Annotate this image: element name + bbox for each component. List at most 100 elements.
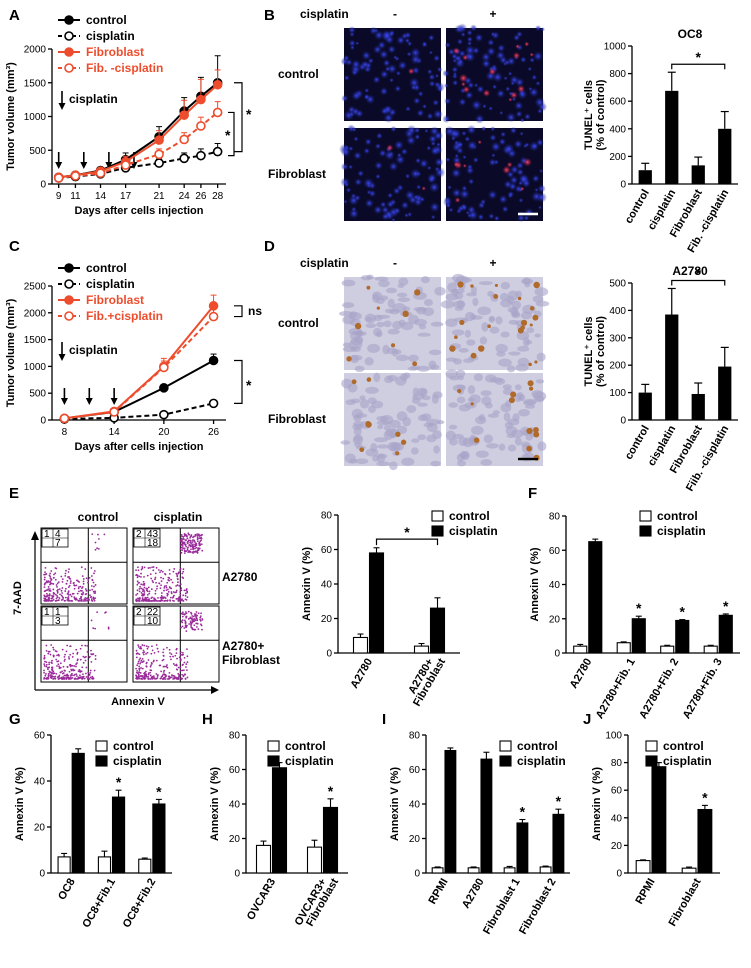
event xyxy=(146,599,149,602)
tunel-signal xyxy=(376,306,380,310)
event xyxy=(151,662,153,665)
event xyxy=(136,669,139,672)
panel-letter-i: I xyxy=(382,711,386,728)
bar-control xyxy=(467,867,480,874)
event xyxy=(184,594,187,597)
event xyxy=(197,612,200,615)
nucleus xyxy=(457,460,467,467)
category-label: A2780+Fib. 2 xyxy=(637,657,681,722)
event xyxy=(195,544,197,546)
event xyxy=(105,611,107,614)
event xyxy=(80,600,83,602)
nucleus xyxy=(389,77,394,83)
nucleus xyxy=(454,306,464,311)
tunel-signal xyxy=(494,283,499,288)
event xyxy=(136,583,139,586)
event xyxy=(67,674,70,677)
nucleus xyxy=(417,414,428,422)
nucleus xyxy=(444,97,452,105)
tunel-signal xyxy=(402,310,409,318)
event xyxy=(92,581,95,584)
nucleus xyxy=(381,212,390,221)
nucleus xyxy=(452,71,458,77)
tunel-signal xyxy=(470,352,477,359)
nucleus xyxy=(387,45,396,54)
event xyxy=(143,584,146,586)
event xyxy=(143,566,146,569)
nucleus xyxy=(490,141,502,152)
event xyxy=(168,648,171,651)
event xyxy=(103,533,106,536)
nucleus xyxy=(464,329,472,338)
event xyxy=(190,623,193,626)
event xyxy=(197,533,200,536)
event xyxy=(75,675,78,677)
event xyxy=(146,647,149,650)
event xyxy=(137,662,139,665)
event xyxy=(75,648,78,651)
event xyxy=(67,586,70,589)
nucleus xyxy=(373,437,388,443)
y-tick-label: 0 xyxy=(620,180,626,191)
bar-cisplatin xyxy=(552,813,565,874)
event xyxy=(195,616,198,619)
event xyxy=(47,672,50,675)
event xyxy=(186,596,189,599)
nucleus xyxy=(472,297,479,307)
nucleus xyxy=(540,27,545,32)
nucleus xyxy=(432,109,443,120)
y-tick-label: 80 xyxy=(611,758,623,769)
event xyxy=(47,598,50,601)
legend-label: cisplatin xyxy=(657,524,706,538)
nucleus xyxy=(440,300,455,309)
event xyxy=(60,594,63,597)
bar-control xyxy=(616,642,631,654)
event xyxy=(179,669,182,672)
event xyxy=(90,649,92,652)
event xyxy=(141,667,144,670)
image-d-control-plus xyxy=(440,273,550,373)
bar-cisplatin xyxy=(697,808,713,874)
legend-arrow-head xyxy=(58,103,66,110)
event xyxy=(186,542,189,545)
event xyxy=(168,676,171,679)
nucleus xyxy=(459,452,470,459)
event xyxy=(193,624,196,627)
legend-label: Fibroblast xyxy=(86,45,144,59)
event xyxy=(59,671,62,674)
event xyxy=(163,665,166,668)
event xyxy=(61,580,64,583)
event xyxy=(156,677,159,679)
event xyxy=(172,655,174,658)
event xyxy=(68,599,71,602)
event xyxy=(135,667,138,670)
nucleus xyxy=(518,393,526,402)
nucleus xyxy=(464,136,471,142)
event xyxy=(82,591,85,594)
event xyxy=(177,666,180,669)
nucleus xyxy=(404,213,409,218)
nucleus xyxy=(340,147,351,158)
event xyxy=(175,597,178,600)
event xyxy=(52,655,55,658)
category-label: OC8+Fib.2 xyxy=(121,877,159,930)
legend-swatch xyxy=(431,510,444,522)
event xyxy=(146,587,149,590)
tunel-signal xyxy=(470,402,474,406)
event xyxy=(87,677,90,679)
nucleus xyxy=(505,86,511,92)
quadrant-ur: 4 xyxy=(55,529,61,540)
sig-star: * xyxy=(696,49,702,65)
y-tick-label: 0 xyxy=(40,180,46,191)
event xyxy=(196,534,199,537)
event xyxy=(141,658,144,660)
legend-label: control xyxy=(663,739,704,753)
event xyxy=(199,618,201,621)
legend-label: control xyxy=(285,739,326,753)
event xyxy=(58,599,60,601)
event xyxy=(162,671,165,673)
tunel-signal xyxy=(457,281,464,288)
event xyxy=(192,615,195,618)
event xyxy=(160,670,163,673)
y-tick-label: 1000 xyxy=(24,112,47,123)
